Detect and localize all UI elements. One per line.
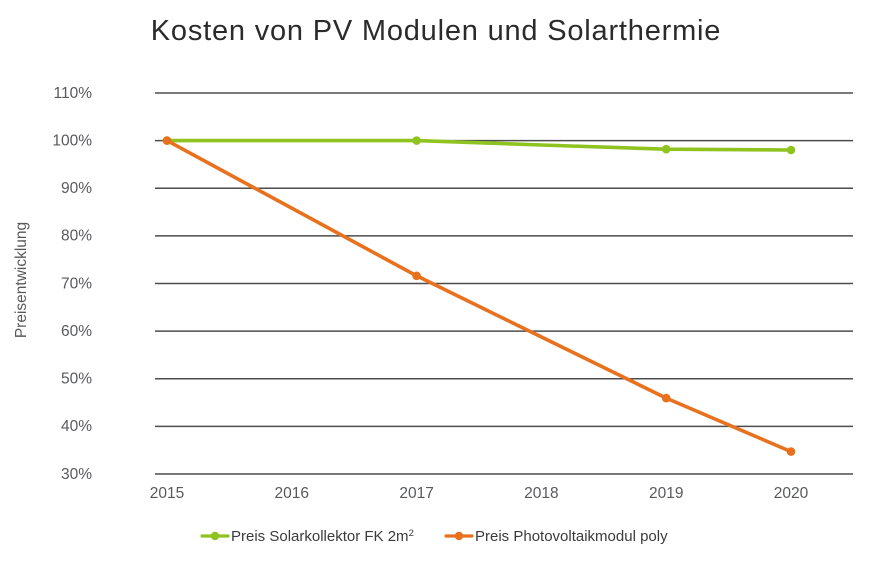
svg-text:40%: 40% <box>61 418 92 435</box>
svg-text:Preis Solarkollektor FK 2m2: Preis Solarkollektor FK 2m2 <box>231 528 414 546</box>
svg-text:2020: 2020 <box>774 485 809 502</box>
svg-text:2015: 2015 <box>150 485 184 502</box>
svg-text:70%: 70% <box>61 275 92 292</box>
svg-text:2018: 2018 <box>524 485 558 502</box>
svg-text:2016: 2016 <box>275 485 309 502</box>
svg-text:60%: 60% <box>61 323 92 340</box>
svg-text:50%: 50% <box>61 371 92 388</box>
svg-text:80%: 80% <box>61 228 92 245</box>
svg-text:90%: 90% <box>61 180 92 197</box>
svg-text:110%: 110% <box>54 85 93 102</box>
svg-text:100%: 100% <box>52 132 92 149</box>
svg-text:30%: 30% <box>61 466 92 483</box>
svg-text:2017: 2017 <box>399 485 433 502</box>
svg-text:Preisentwicklung: Preisentwicklung <box>13 222 30 338</box>
svg-text:Preis Photovoltaikmodul poly: Preis Photovoltaikmodul poly <box>475 528 668 545</box>
svg-text:2019: 2019 <box>649 485 683 502</box>
